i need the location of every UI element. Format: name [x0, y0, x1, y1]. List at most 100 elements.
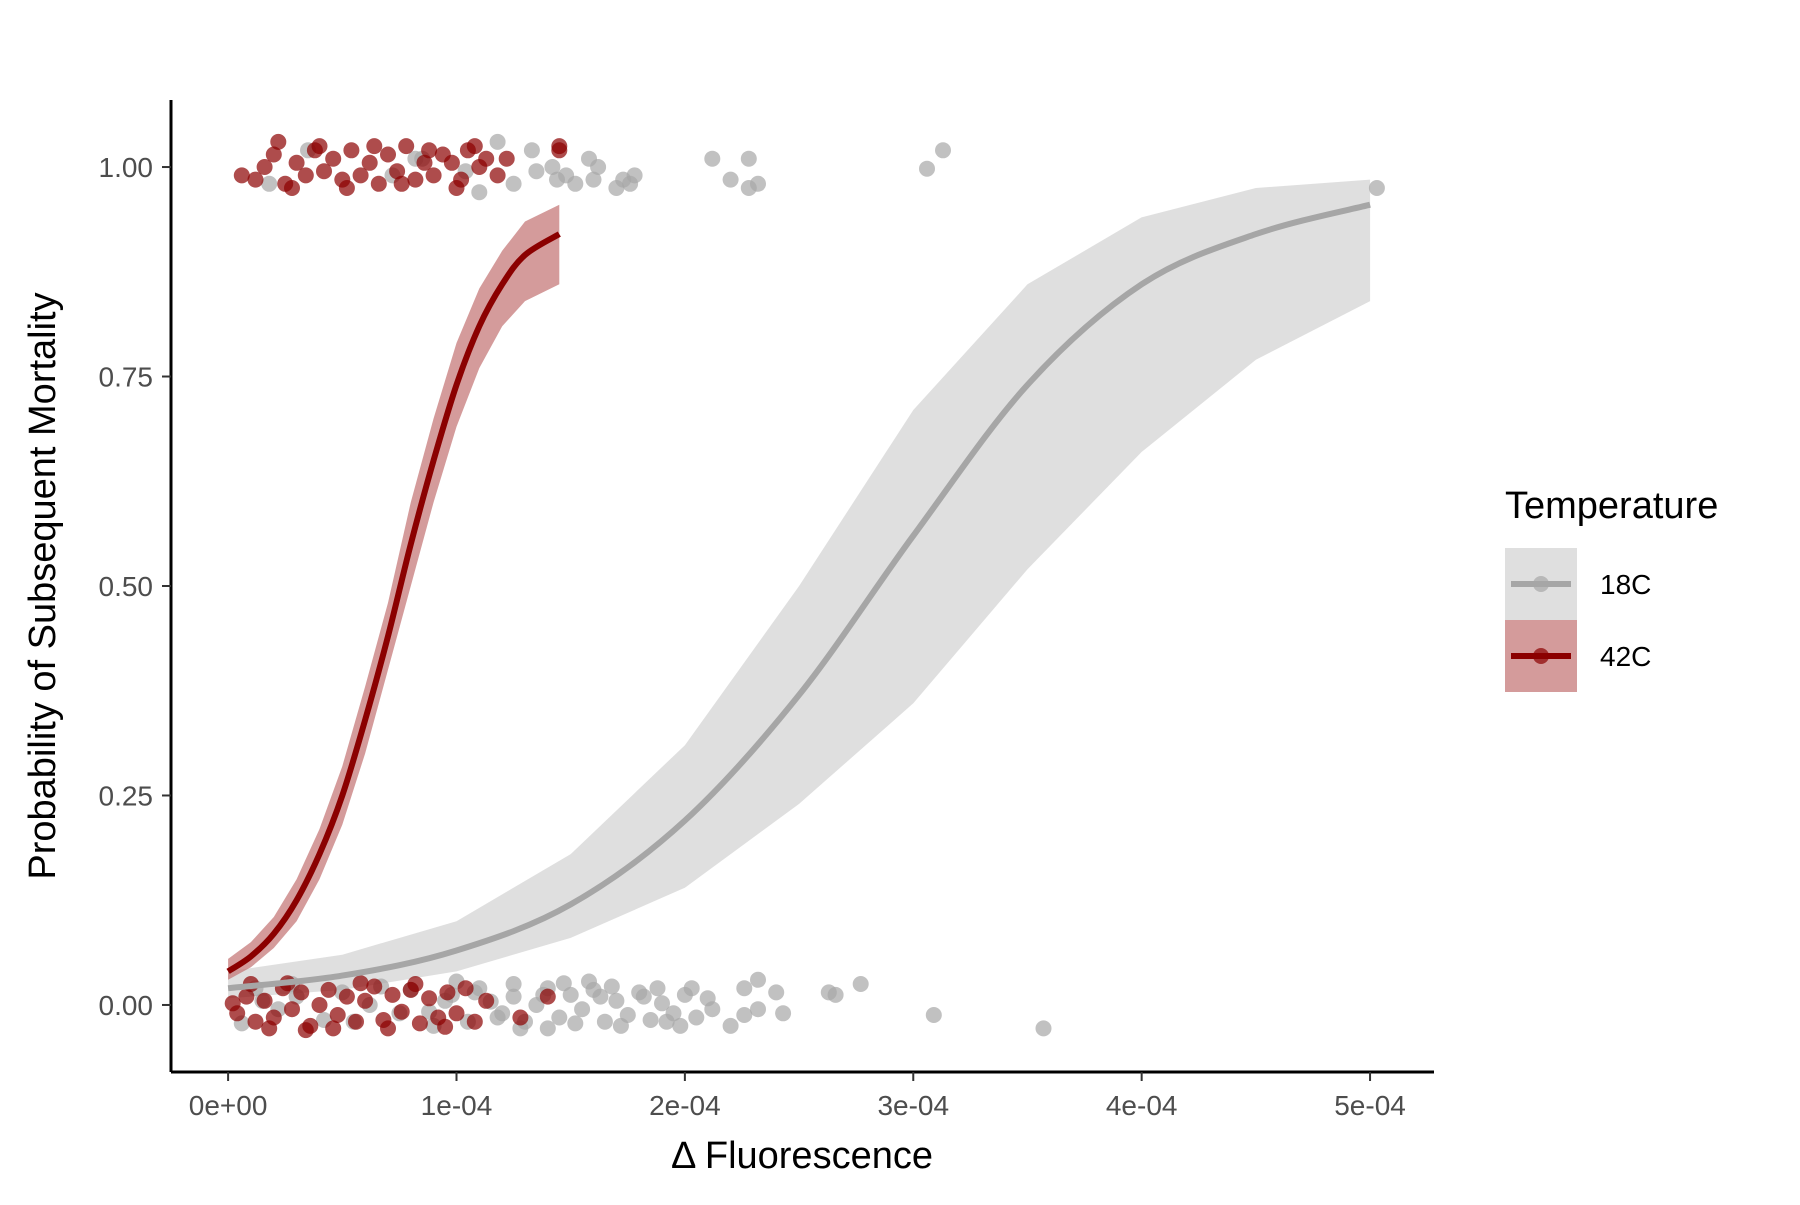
legend-title: Temperature — [1505, 485, 1718, 527]
point-42c — [233, 167, 250, 184]
point-18c — [574, 1001, 591, 1018]
point-18c — [603, 978, 620, 995]
point-18c — [722, 171, 739, 188]
fit-line-18c — [227, 201, 1371, 992]
point-42c — [224, 995, 241, 1012]
point-18c — [736, 980, 753, 997]
y-tick-label: 1.00 — [99, 152, 154, 183]
point-18c — [612, 1017, 629, 1034]
point-42c — [384, 986, 401, 1003]
point-42c — [380, 146, 396, 163]
point-18c — [750, 1001, 766, 1018]
legend-point-42c — [1533, 648, 1549, 664]
x-tick-label: 0e+00 — [189, 1090, 268, 1121]
point-42c — [293, 984, 310, 1001]
point-42c — [498, 150, 515, 167]
point-42c — [270, 133, 287, 150]
y-tick-label: 0.50 — [99, 571, 154, 602]
point-18c — [555, 975, 572, 992]
point-18c — [505, 175, 522, 192]
point-18c — [489, 133, 506, 150]
point-42c — [380, 1020, 396, 1037]
point-42c — [284, 180, 300, 196]
point-18c — [688, 1009, 705, 1026]
point-18c — [654, 995, 670, 1012]
point-42c — [338, 988, 355, 1005]
legend-label-42c: 42C — [1600, 641, 1651, 672]
point-42c — [411, 1015, 428, 1032]
point-18c — [852, 976, 869, 992]
point-42c — [478, 992, 495, 1009]
point-42c — [421, 142, 438, 159]
point-42c — [325, 1020, 342, 1037]
x-ticks: 0e+00 1e-04 2e-04 3e-04 4e-04 5e-04 — [189, 1072, 1406, 1121]
point-42c — [348, 1013, 364, 1030]
point-42c — [489, 167, 506, 184]
y-tick-label: 0.25 — [99, 780, 154, 811]
point-18c — [704, 1001, 721, 1018]
point-42c — [416, 154, 433, 171]
point-42c — [256, 159, 273, 175]
point-42c — [357, 992, 374, 1009]
point-42c — [393, 1003, 410, 1020]
point-42c — [316, 163, 332, 180]
point-42c — [352, 975, 369, 992]
point-42c — [448, 1005, 465, 1022]
point-18c — [567, 175, 584, 192]
point-42c — [256, 992, 273, 1009]
point-42c — [437, 1018, 454, 1035]
point-18c — [261, 175, 278, 192]
point-42c — [439, 984, 456, 1001]
point-18c — [622, 175, 639, 192]
confidence-bands — [228, 179, 1371, 999]
point-42c — [247, 1013, 264, 1030]
point-18c — [736, 1007, 753, 1023]
point-18c — [1035, 1020, 1052, 1037]
point-18c — [768, 984, 785, 1001]
point-42c — [352, 167, 369, 184]
point-18c — [567, 1015, 584, 1032]
point-42c — [284, 1001, 300, 1018]
y-tick-label: 0.75 — [99, 362, 154, 393]
point-18c — [925, 1007, 942, 1023]
point-18c — [562, 986, 579, 1003]
fit-line-42c — [226, 231, 561, 974]
point-42c — [398, 138, 415, 155]
point-18c — [919, 160, 935, 177]
point-18c — [581, 150, 597, 167]
point-18c — [539, 1020, 556, 1037]
point-18c — [935, 142, 951, 159]
point-18c — [649, 980, 666, 997]
point-42c — [366, 138, 383, 155]
point-18c — [658, 1013, 675, 1030]
point-42c — [343, 142, 360, 159]
point-42c — [329, 1007, 346, 1023]
point-18c — [551, 1009, 568, 1026]
point-18c — [740, 150, 757, 167]
point-42c — [421, 990, 438, 1007]
point-18c — [672, 1017, 689, 1034]
x-axis-title: Δ Fluorescence — [671, 1135, 933, 1177]
point-42c — [261, 1020, 278, 1037]
point-18c — [544, 159, 561, 175]
point-18c — [775, 1005, 792, 1022]
point-42c — [265, 146, 282, 163]
y-tick-label: 0.00 — [99, 990, 154, 1021]
x-tick-label: 3e-04 — [877, 1090, 949, 1121]
point-42c — [389, 163, 406, 180]
point-42c — [457, 980, 474, 997]
point-18c — [750, 971, 766, 988]
legend-point-18c — [1533, 576, 1549, 592]
confidence-band-42c — [228, 204, 560, 980]
point-18c — [581, 973, 597, 990]
point-42c — [466, 138, 483, 155]
point-18c — [523, 142, 540, 159]
point-18c — [608, 992, 625, 1009]
point-42c — [539, 988, 556, 1005]
point-18c — [750, 175, 766, 192]
legend: Temperature 18C 42C — [1505, 485, 1718, 692]
point-42c — [238, 988, 255, 1005]
point-42c — [466, 1013, 483, 1030]
